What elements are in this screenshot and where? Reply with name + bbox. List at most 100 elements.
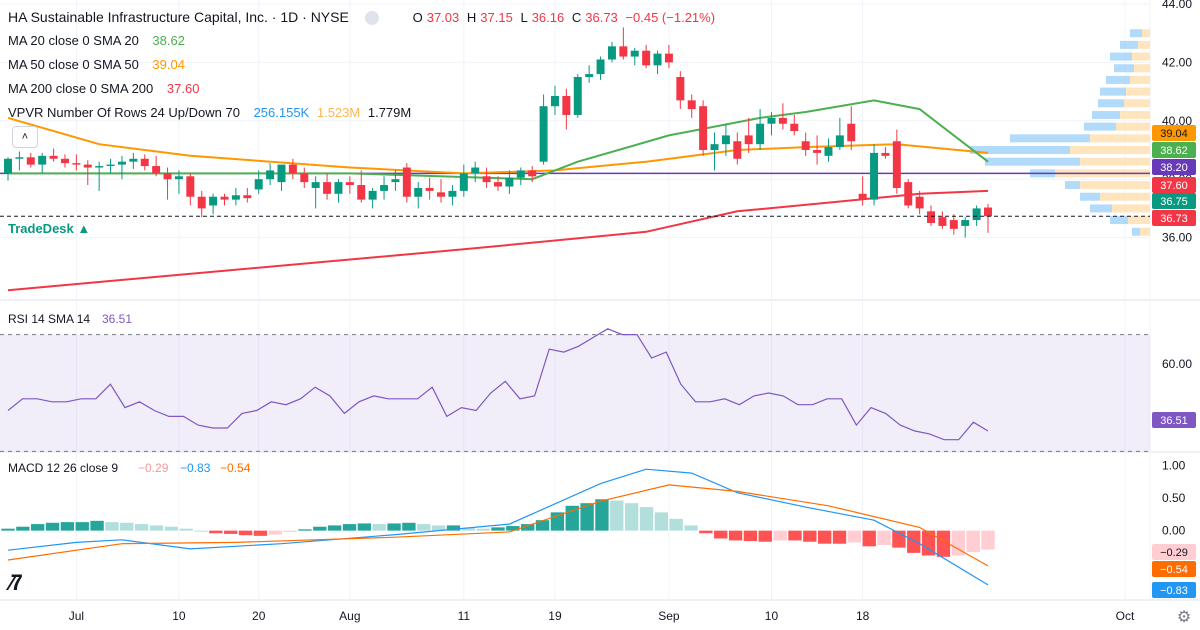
volume-profile-down-bar xyxy=(1132,52,1150,61)
volume-profile-down-bar xyxy=(1090,134,1150,143)
candle-body xyxy=(15,157,24,159)
rsi-value-badge: 36.51 xyxy=(1160,415,1188,427)
candle-body xyxy=(630,50,639,57)
volume-profile-down-bar xyxy=(1142,29,1150,38)
macd-histogram-bar xyxy=(639,507,654,531)
macd-histogram-bar xyxy=(327,525,342,531)
candle-body xyxy=(972,208,981,221)
macd-tick-label: 0.00 xyxy=(1162,524,1186,538)
ma20-legend[interactable]: MA 20 close 0 SMA 20 38.62 xyxy=(8,33,185,48)
volume-profile-up-bar xyxy=(1132,227,1140,236)
macd-histogram-bar xyxy=(803,530,817,542)
candle-body xyxy=(619,46,628,57)
macd-histogram-bar xyxy=(877,530,891,546)
volume-profile-up-bar xyxy=(1110,52,1132,61)
eye-icon[interactable] xyxy=(364,11,379,26)
macd-histogram-bar xyxy=(714,530,728,539)
macd-histogram-bar xyxy=(595,499,609,531)
candle-body xyxy=(83,164,92,168)
macd-histogram-bar xyxy=(164,526,179,531)
candle-body xyxy=(858,193,867,200)
gear-icon: ⚙ xyxy=(1177,609,1191,626)
candle-body xyxy=(311,182,320,188)
macd-histogram-bar xyxy=(669,518,683,531)
macd-histogram-bar xyxy=(224,530,238,534)
candle-body xyxy=(163,173,172,180)
volume-profile-down-bar xyxy=(1126,87,1150,96)
candle-body xyxy=(380,185,389,191)
candle-body xyxy=(881,152,890,156)
time-tick-label: 19 xyxy=(548,609,562,623)
macd-histogram-bar xyxy=(134,524,149,531)
time-tick-label: Jul xyxy=(69,609,84,623)
price-tick-label: 44.00 xyxy=(1162,0,1192,11)
candle-body xyxy=(288,164,297,174)
macd-histogram-bar xyxy=(580,503,594,531)
macd-signal-value: −0.54 xyxy=(220,461,251,475)
ma200-legend[interactable]: MA 200 close 0 SMA 200 37.60 xyxy=(8,81,200,96)
candle-body xyxy=(653,53,662,66)
macd-histogram-bar xyxy=(268,530,282,535)
collapse-legend-button[interactable]: ˄ xyxy=(12,126,38,148)
volume-profile-down-bar xyxy=(1070,146,1150,154)
macd-histogram-bar xyxy=(907,530,921,553)
candle-body xyxy=(220,196,229,200)
candle-body xyxy=(573,77,582,115)
candle-body xyxy=(414,187,423,197)
tradedesk-badge[interactable]: TradeDesk ▲ xyxy=(8,221,91,236)
macd-tick-label: 1.00 xyxy=(1162,458,1186,472)
hline-price-badge-bg xyxy=(1152,159,1196,175)
triangle-up-icon: ▲ xyxy=(77,221,91,236)
ma50-legend[interactable]: MA 50 close 0 SMA 50 39.04 xyxy=(8,57,185,72)
macd-histogram-bar xyxy=(238,530,253,536)
price-tick-label: 42.00 xyxy=(1162,55,1192,69)
macd-histogram-bar xyxy=(90,520,104,531)
hline-price-badge: 38.20 xyxy=(1160,162,1188,174)
candle-body xyxy=(437,192,446,197)
macd-histogram-bar xyxy=(966,530,980,553)
macd-histogram-bar xyxy=(283,530,297,532)
macd-histogram-bar xyxy=(387,523,401,531)
candle-body xyxy=(870,152,879,200)
time-tick-label: Sep xyxy=(658,609,680,623)
candle-body xyxy=(482,176,491,183)
price-tick-label: 36.00 xyxy=(1162,231,1192,245)
macd-histogram-bar xyxy=(654,512,669,531)
volume-profile-up-bar xyxy=(1065,181,1080,190)
volume-profile-up-bar xyxy=(1106,75,1130,84)
candle-body xyxy=(721,135,730,145)
ma200-line xyxy=(7,189,989,292)
candle-body xyxy=(539,106,548,162)
candle-body xyxy=(687,100,696,110)
macd-histogram-bar xyxy=(684,525,698,531)
macd-hist-badge-bg xyxy=(1152,544,1196,560)
volume-profile-down-bar xyxy=(1100,192,1150,201)
macd-histogram-bar xyxy=(862,530,876,547)
macd-histogram-bar xyxy=(506,526,520,531)
macd-histogram-bar xyxy=(357,523,372,531)
candle-body xyxy=(778,117,787,124)
macd-histogram-bar xyxy=(253,530,268,536)
macd-line xyxy=(7,468,989,586)
macd-histogram-bar xyxy=(743,530,758,542)
vpvr-legend[interactable]: VPVR Number Of Rows 24 Up/Down 70 256.15… xyxy=(8,105,412,120)
candle-body xyxy=(231,195,240,200)
candle-body xyxy=(345,182,354,186)
candle-body xyxy=(585,74,594,77)
rsi-value: 36.51 xyxy=(102,312,132,326)
macd-histogram-bar xyxy=(1,528,15,531)
volume-profile-up-bar xyxy=(1114,64,1134,73)
time-tick-label: 10 xyxy=(172,609,186,623)
rsi-line xyxy=(7,328,989,441)
volume-profile-down-bar xyxy=(1140,227,1150,236)
macd-histogram-bar xyxy=(209,530,223,534)
candle-body xyxy=(710,144,719,150)
candle-body xyxy=(357,185,366,200)
candle-body xyxy=(209,196,218,206)
last-price-badge: 36.73 xyxy=(1160,213,1188,225)
macd-histogram-bar xyxy=(476,528,490,531)
macd-signal-badge-bg xyxy=(1152,561,1196,577)
candle-body xyxy=(915,196,924,209)
macd-histogram-bar xyxy=(981,530,995,550)
